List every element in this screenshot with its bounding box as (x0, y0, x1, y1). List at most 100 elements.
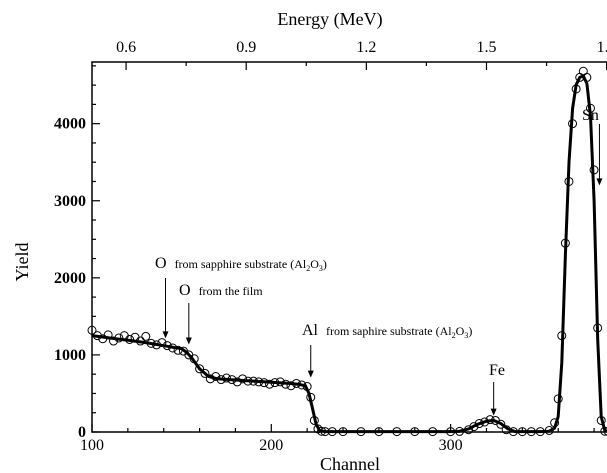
data-point (589, 165, 599, 175)
data-point (474, 419, 484, 429)
data-point (265, 379, 275, 389)
data-point (114, 333, 124, 343)
data-point (291, 378, 301, 388)
data-point (309, 415, 319, 425)
data-point (582, 72, 592, 82)
fit-line (91, 73, 607, 434)
data-point (125, 335, 135, 344)
y-tick-label: 3000 (54, 193, 86, 210)
data-point (297, 380, 307, 390)
data-point (275, 377, 285, 387)
data-point (557, 331, 567, 341)
data-point (455, 426, 465, 436)
x-tick-label: 300 (439, 437, 463, 454)
x-axis-title: Channel (320, 454, 380, 473)
data-point (317, 426, 327, 436)
data-point (544, 425, 554, 435)
annotation-arrowhead (596, 178, 603, 186)
data-point (281, 379, 291, 389)
data-point (469, 422, 479, 432)
data-point (356, 427, 366, 437)
data-point (248, 376, 258, 386)
data-point (243, 376, 253, 386)
data-point (286, 381, 296, 391)
data-point (410, 427, 420, 437)
data-point (526, 427, 536, 437)
data-point (135, 336, 145, 346)
data-point (227, 375, 237, 385)
data-point (254, 377, 264, 387)
annotation-al-substrate: Al from saphire substrate (Al2O3) (302, 322, 472, 340)
data-point (392, 427, 402, 437)
annotation-sn: Sn (582, 107, 599, 124)
annotation-layer: O from sapphire substrate (Al2O3) O from … (155, 107, 603, 416)
data-point (173, 345, 183, 355)
data-point (568, 119, 578, 129)
data-point (596, 415, 606, 425)
data-point (157, 338, 167, 348)
data-point (535, 427, 545, 437)
data-point (464, 425, 474, 435)
data-point (593, 323, 603, 333)
data-point (146, 338, 156, 348)
data-point (92, 331, 102, 341)
data-point (480, 417, 490, 427)
data-point (600, 426, 607, 436)
data-point (374, 427, 384, 437)
data-point (87, 325, 97, 335)
data-point (168, 343, 178, 353)
y-tick-label: 1000 (54, 347, 86, 364)
annotation-arrowhead (307, 370, 314, 378)
data-point (205, 374, 215, 384)
y-tick-label: 4000 (54, 116, 86, 133)
x2-tick-label: 1.8 (597, 39, 607, 56)
data-point (211, 372, 221, 381)
x2-tick-label: 1.2 (356, 39, 376, 56)
x-tick-label: 200 (259, 437, 283, 454)
data-point (109, 336, 119, 346)
data-point (428, 427, 438, 437)
data-point (238, 374, 248, 384)
y-tick-label: 2000 (54, 270, 86, 287)
data-point (550, 418, 560, 428)
data-point (508, 427, 518, 437)
data-point (306, 392, 316, 402)
data-point (152, 340, 162, 350)
data-point (162, 341, 172, 351)
data-point (232, 377, 242, 387)
data-point (216, 375, 226, 385)
data-point (603, 427, 607, 436)
data-point (553, 394, 563, 404)
data-point (446, 427, 456, 437)
data-point (270, 378, 280, 388)
y-axis-title: Yield (12, 243, 32, 282)
annotation-arrowhead (185, 337, 192, 345)
data-point (496, 419, 506, 429)
x2-axis-title: Energy (MeV) (277, 9, 382, 30)
y-tick-label: 0 (78, 424, 86, 441)
data-point (517, 427, 527, 437)
annotation-o-substrate: O from sapphire substrate (Al2O3) (155, 255, 327, 273)
ticks-layer: 100200300010002000300040000.60.91.21.51.… (54, 39, 607, 454)
data-layer (87, 66, 607, 437)
data-point (189, 354, 199, 364)
plot-frame (91, 61, 607, 433)
data-point (564, 176, 574, 186)
data-point (103, 330, 113, 340)
data-point (338, 427, 348, 437)
data-point (560, 238, 570, 248)
data-point (141, 331, 151, 341)
data-point (195, 364, 205, 374)
x2-tick-label: 0.9 (236, 39, 256, 56)
annotation-o-film: O from the film (179, 282, 263, 299)
data-point (578, 66, 588, 76)
data-point (200, 368, 210, 378)
data-point (320, 427, 330, 437)
annotation-arrowhead (162, 331, 169, 339)
annotation-fe: Fe (489, 362, 505, 379)
data-point (585, 103, 595, 113)
data-point (327, 427, 337, 437)
annotation-arrowhead (490, 408, 497, 416)
data-point (221, 373, 231, 383)
